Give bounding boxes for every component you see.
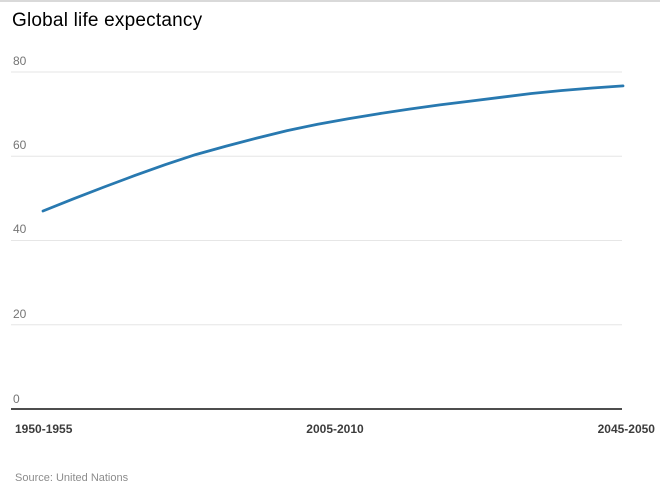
x-axis-tick-first: 1950-1955 (15, 422, 73, 436)
y-axis-tick-0: 0 (13, 392, 20, 406)
source-note: Source: United Nations (15, 472, 129, 484)
y-axis-tick-80: 80 (13, 54, 27, 68)
y-axis-tick-40: 40 (13, 222, 27, 236)
x-axis: 1950-1955 2005-2010 2045-2050 (0, 422, 660, 436)
life-expectancy-line (41, 84, 625, 213)
y-axis-tick-60: 60 (13, 138, 27, 152)
x-axis-tick-middle: 2005-2010 (306, 422, 364, 436)
chart-title: Global life expectancy (12, 10, 203, 31)
life-expectancy-series-path (41, 84, 625, 213)
gridlines (11, 71, 622, 410)
x-axis-tick-last: 2045-2050 (597, 422, 655, 436)
y-axis-tick-20: 20 (13, 307, 27, 321)
